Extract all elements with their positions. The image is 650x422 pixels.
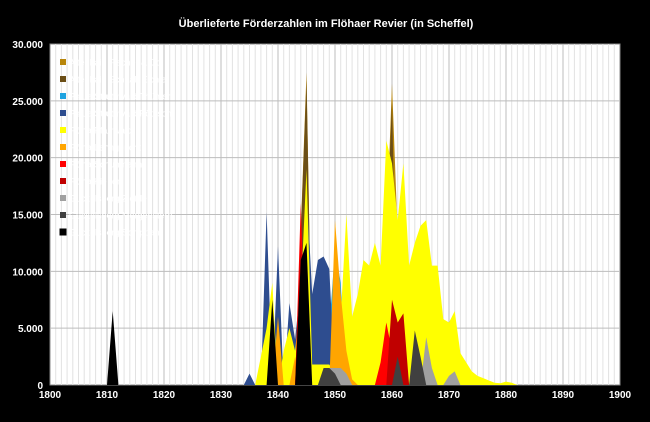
legend-swatch xyxy=(59,228,67,236)
legend-swatch xyxy=(60,178,66,184)
x-tick-label: 1870 xyxy=(438,390,461,401)
y-tick-label: 15.000 xyxy=(12,211,43,222)
chart-title: Überlieferte Förderzahlen im Flöhaer Rev… xyxy=(179,17,474,30)
legend-swatch xyxy=(60,195,66,201)
legend-swatch xyxy=(60,144,66,150)
axes: 1800 1810 1820 1830 1840 1850 1860 1870 1880 1890… xyxy=(12,40,631,401)
x-tick-label: 1820 xyxy=(153,390,176,401)
legend-label: Plaue/Struthwald Thümer xyxy=(69,92,170,102)
y-tick-label: 25.000 xyxy=(12,97,43,108)
legend-label: Plaue/Struthwald Pötzsch xyxy=(69,109,172,119)
legend-swatch xyxy=(60,93,66,99)
legend-label: Flöha Schuhmann xyxy=(69,160,142,170)
y-tick-label: 20.000 xyxy=(12,154,43,165)
x-tick-label: 1830 xyxy=(210,390,233,401)
x-tick-label: 1800 xyxy=(39,390,62,401)
legend-label: Altenhain Schaal, Eichler xyxy=(69,75,169,85)
legend-label: Altenhain Fischer & Co. xyxy=(69,58,164,68)
series-area-5 xyxy=(272,220,358,385)
legend-swatch xyxy=(60,59,66,65)
legend-swatch xyxy=(60,76,66,82)
legend-label: Flöha Lehngericht xyxy=(69,143,142,153)
legend-swatch xyxy=(60,110,66,116)
y-tick-label: 0 xyxy=(37,381,43,392)
series-areas xyxy=(107,72,518,386)
legend-swatch xyxy=(60,161,66,167)
legend-label: Gückelsberg Zießler xyxy=(69,194,150,204)
x-tick-label: 1810 xyxy=(96,390,119,401)
y-tick-label: 10.000 xyxy=(12,267,43,278)
legend-label: Flöha Pfarrwald xyxy=(69,126,132,136)
series-area-4 xyxy=(255,140,518,385)
legend-label: Flöha Kieber xyxy=(69,177,120,187)
legend-label: Gückelsberg Morgenstern xyxy=(69,211,173,221)
legend-swatch xyxy=(60,127,66,133)
x-tick-label: 1860 xyxy=(381,390,404,401)
y-tick-label: 30.000 xyxy=(12,40,43,51)
series-area-8 xyxy=(317,337,461,385)
x-tick-label: 1840 xyxy=(267,390,290,401)
x-tick-label: 1850 xyxy=(324,390,347,401)
y-tick-label: 5.000 xyxy=(18,324,43,335)
x-tick-label: 1880 xyxy=(495,390,518,401)
legend-label: Gückelsberg Schippan xyxy=(69,228,160,238)
legend: Altenhain Fischer & Co. Altenhain Schaal,… xyxy=(59,58,173,238)
legend-swatch xyxy=(60,212,66,218)
x-tick-label: 1890 xyxy=(552,390,575,401)
x-tick-label: 1900 xyxy=(609,390,632,401)
series-area-9 xyxy=(317,330,427,385)
